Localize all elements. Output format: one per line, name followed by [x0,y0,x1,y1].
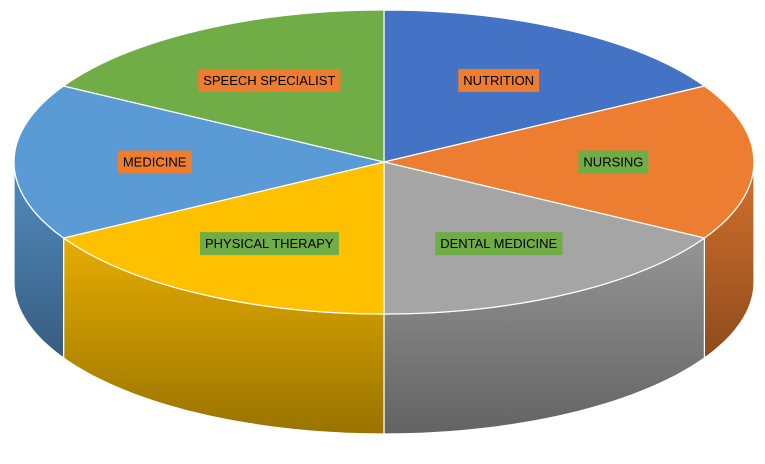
svg-text:NUTRITION: NUTRITION [463,73,534,88]
svg-text:PHYSICAL THERAPY: PHYSICAL THERAPY [205,236,334,251]
svg-text:SPEECH SPECIALIST: SPEECH SPECIALIST [203,73,335,88]
pie-slice-nursing [383,85,755,239]
slice-label-physical-therapy: PHYSICAL THERAPY [200,232,339,256]
svg-text:NURSING: NURSING [583,155,643,170]
svg-text:MEDICINE: MEDICINE [123,155,187,170]
slice-label-dental-medicine: DENTAL MEDICINE [435,232,563,256]
slice-label-medicine: MEDICINE [117,150,192,174]
slice-label-nursing: NURSING [578,150,649,174]
slice-labels: NUTRITION NURSING DENTAL MEDICINE PHYSICAL … [117,68,649,256]
svg-text:DENTAL MEDICINE: DENTAL MEDICINE [440,236,557,251]
slice-label-nutrition: NUTRITION [458,68,540,92]
pie-sides [13,161,755,435]
slice-label-speech-specialist: SPEECH SPECIALIST [198,68,341,92]
pie-slice-medicine [13,85,385,239]
pie-slice-nutrition [383,9,705,163]
